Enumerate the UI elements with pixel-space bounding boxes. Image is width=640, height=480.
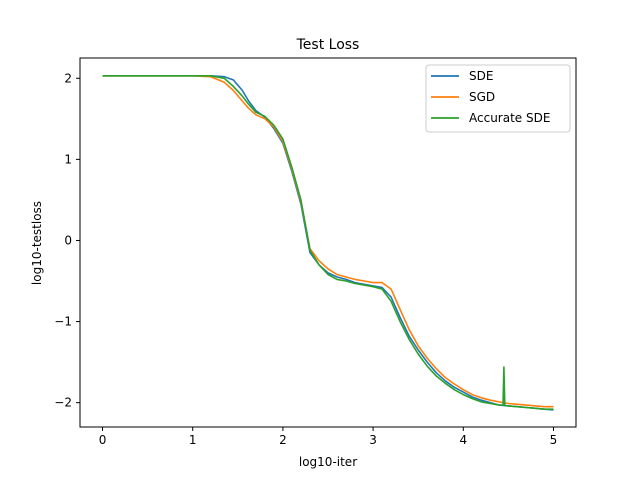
legend-label: SGD: [469, 90, 495, 104]
series-line-2: [102, 75, 554, 410]
x-tick-label: 1: [189, 433, 197, 447]
legend-label: SDE: [469, 69, 493, 83]
y-tick-label: 0: [64, 233, 72, 247]
x-tick-label: 3: [369, 433, 377, 447]
x-tick-label: 0: [99, 433, 107, 447]
y-tick-label: −2: [54, 396, 72, 410]
x-tick-label: 2: [279, 433, 287, 447]
series-layer: [102, 75, 554, 411]
y-tick-label: 2: [64, 71, 72, 85]
x-tick-label: 5: [550, 433, 558, 447]
plot-frame: [79, 57, 577, 428]
legend-frame: [425, 64, 571, 133]
x-axis: 0 1 2 3 4 5: [99, 427, 558, 447]
legend: SDE SGD Accurate SDE: [425, 64, 571, 133]
y-axis-label: log10-testloss: [30, 201, 44, 285]
series-line-1: [102, 75, 554, 408]
y-tick-label: −1: [54, 315, 72, 329]
x-axis-label: log10-iter: [299, 455, 357, 469]
y-axis: −2 −1 0 1 2: [54, 71, 80, 410]
chart-title: Test Loss: [296, 37, 360, 53]
y-tick-label: 1: [64, 152, 72, 166]
x-tick-label: 4: [459, 433, 467, 447]
legend-label: Accurate SDE: [469, 111, 550, 125]
